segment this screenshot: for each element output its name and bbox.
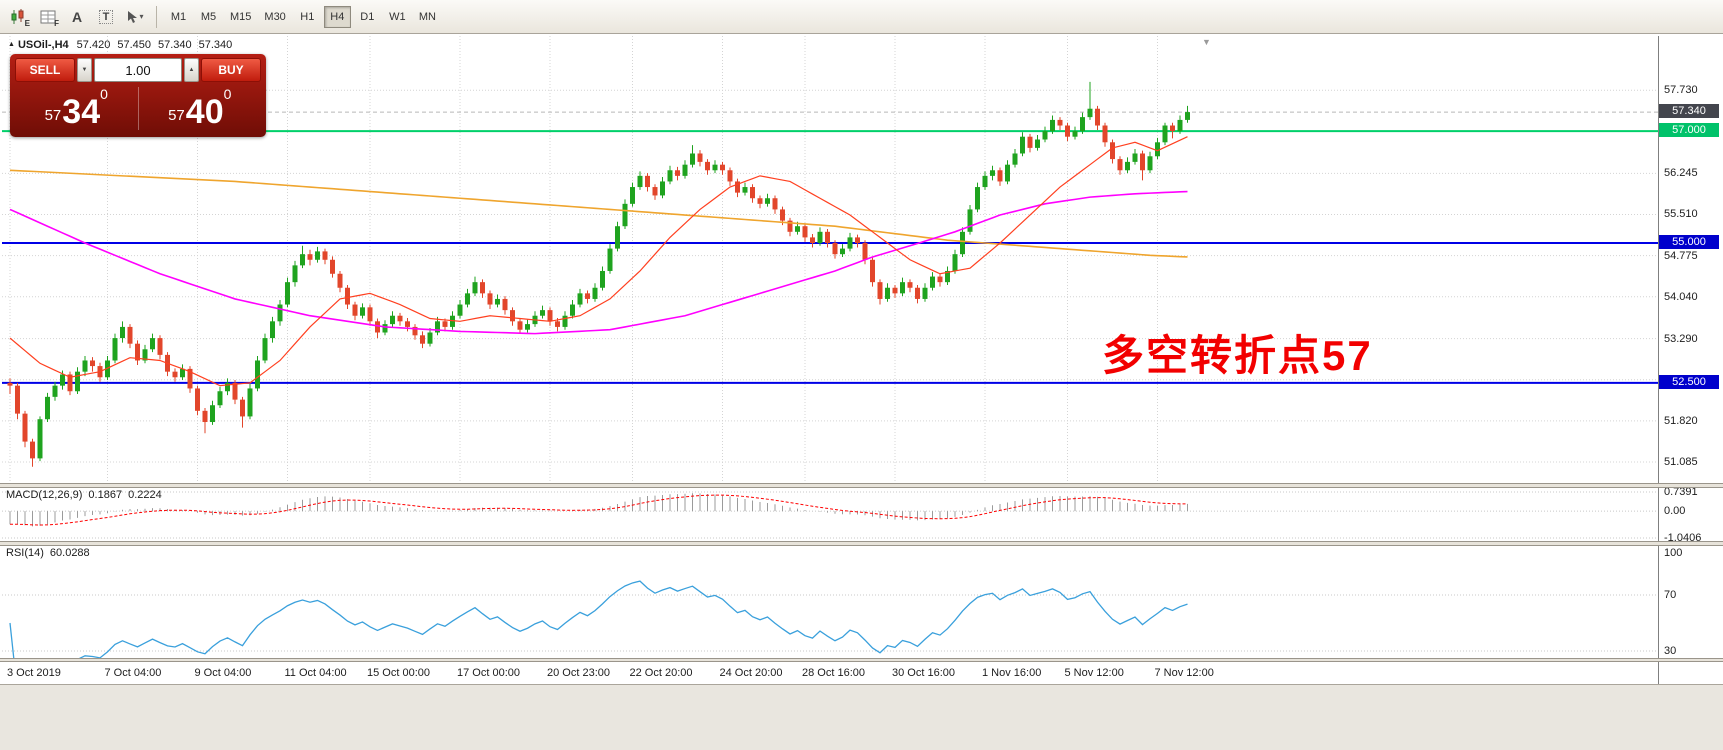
time-axis-label: 7 Nov 12:00 [1154,667,1214,679]
timeframe-button-w1[interactable]: W1 [384,6,411,28]
time-axis-label: 22 Oct 20:00 [629,667,693,679]
ohlc-low: 57.340 [157,39,192,51]
ohlc-close: 57.340 [198,39,233,51]
candlestick-chart[interactable] [2,36,1658,483]
time-axis-label: 7 Oct 04:00 [104,667,162,679]
ask-price[interactable]: 57 40 0 [168,86,232,131]
chart-shift-icon: ▼ [1202,37,1211,47]
arrow-cursor-glyph [128,10,138,23]
time-axis-label: 17 Oct 00:00 [457,667,520,679]
toolbar-icon-group: E F A T ▾ [6,5,148,29]
time-axis-label: 24 Oct 20:00 [719,667,783,679]
price-axis-label: 55.510 [1664,208,1698,221]
rsi-axis-label: 30 [1664,645,1677,657]
symbol-info: ▲ USOil-,H4 57.420 57.450 57.340 57.340 [8,39,239,51]
price-axis: 57.73056.99556.24555.51054.77554.04053.2… [1658,36,1723,684]
rsi-value: 60.0288 [49,547,90,559]
macd-panel[interactable]: MACD(12,26,9) 0.1867 0.2224 [2,488,1658,541]
panel-splitter[interactable] [0,541,1723,546]
symbol-marker-icon: ▲ [8,41,15,48]
badge-e: E [24,18,30,28]
rsi-axis-label: 70 [1664,589,1677,601]
grid-glyph [40,10,56,23]
macd-chart [2,491,1658,539]
sell-button[interactable]: SELL [15,58,75,82]
chevron-down-icon: ▾ [139,12,144,21]
buy-button[interactable]: BUY [201,58,261,82]
price-axis-label: 54.775 [1664,249,1698,262]
window-bottom-strip [0,684,1723,750]
time-axis-label: 11 Oct 04:00 [284,667,347,679]
price-axis-label: 57.730 [1664,84,1698,97]
rsi-axis-label: 100 [1664,547,1683,559]
price-axis-label: 51.085 [1664,456,1698,469]
price-chart-area[interactable]: ▲ USOil-,H4 57.420 57.450 57.340 57.340 SELL … [2,36,1658,483]
price-axis-label: 51.820 [1664,414,1698,427]
timeframe-button-h4[interactable]: H4 [323,5,351,28]
panel-splitter[interactable] [0,658,1723,662]
price-axis-label: 53.290 [1664,332,1698,345]
time-axis-label: 20 Oct 23:00 [547,667,610,679]
chart-annotation: 多空转折点57 [1102,332,1373,379]
price-tag: 57.000 [1659,123,1719,138]
trade-controls-row: SELL ▼ ▲ BUY [15,58,261,82]
time-axis-label: 30 Oct 16:00 [892,667,955,679]
symbol-name: USOil-,H4 [17,39,69,51]
bid-price[interactable]: 57 34 0 [44,86,108,131]
data-grid-icon[interactable]: F [35,5,61,29]
price-axis-label: 54.040 [1664,290,1698,303]
time-axis-label: 9 Oct 04:00 [194,667,252,679]
rsi-label: RSI(14) 60.0288 [6,547,90,559]
timeframe-button-m5[interactable]: M5 [195,6,222,28]
cursor-tool-icon[interactable]: ▾ [122,5,148,29]
toolbar: E F A T ▾ [0,0,1723,34]
price-axis-label: 56.245 [1664,167,1698,180]
badge-f: F [54,18,59,28]
timeframe-button-m30[interactable]: M30 [259,6,290,28]
volume-increase-button[interactable]: ▲ [184,58,199,82]
time-axis-label: 28 Oct 16:00 [802,667,865,679]
macd-axis-label: 0.00 [1664,505,1686,518]
time-axis-label: 1 Nov 16:00 [982,667,1042,679]
time-axis: 3 Oct 2019 7 Oct 04:00 9 Oct 04:00 11 Oct 0… [2,662,1658,684]
time-axis-label: 5 Nov 12:00 [1064,667,1124,679]
ohlc-high: 57.450 [117,39,151,51]
chart-candlestick-icon[interactable]: E [6,5,32,29]
trade-prices-row: 57 34 0 57 40 0 [15,85,261,132]
timeframe-button-d1[interactable]: D1 [354,6,381,28]
rsi-chart [2,580,1658,694]
timeframe-button-m1[interactable]: M1 [165,6,192,28]
price-tag: 55.000 [1659,234,1719,249]
time-axis-label: 3 Oct 2019 [7,667,61,679]
macd-value: 0.1867 [88,489,123,501]
price-divider [137,87,139,130]
text-label-icon[interactable]: A [64,5,90,29]
toolbar-separator [156,5,157,28]
timeframe-button-h1[interactable]: H1 [294,6,321,28]
time-axis-label: 15 Oct 00:00 [367,667,430,679]
ohlc-open: 57.420 [76,39,111,51]
macd-axis-label: 0.7391 [1664,486,1698,498]
price-tag: 52.500 [1659,374,1719,389]
timeframe-button-mn[interactable]: MN [414,6,441,28]
candlestick-glyph [11,8,24,24]
volume-decrease-button[interactable]: ▼ [77,58,92,82]
timeframe-group: M1 M5 M15 M30 H1 H4 D1 W1 MN [165,5,441,28]
volume-input[interactable] [94,58,182,82]
text-box-icon[interactable]: T [93,5,119,29]
macd-signal-value: 0.2224 [128,489,162,501]
panel-splitter[interactable] [0,483,1723,488]
timeframe-button-m15[interactable]: M15 [225,6,256,28]
price-tag: 57.340 [1659,104,1719,119]
macd-label: MACD(12,26,9) 0.1867 0.2224 [6,489,162,501]
rsi-panel[interactable]: RSI(14) 60.0288 [2,546,1658,694]
